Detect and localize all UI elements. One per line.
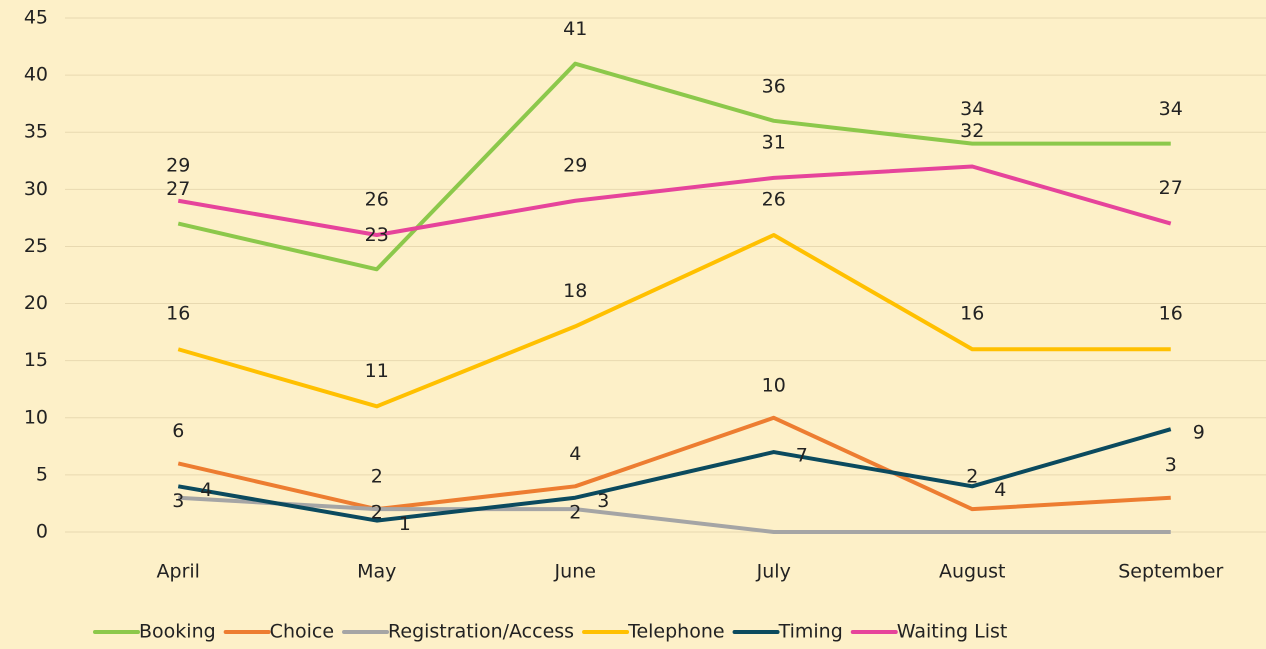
data-label: 29 [166, 154, 190, 176]
data-label: 3 [597, 490, 609, 512]
data-label: 36 [762, 75, 786, 97]
y-tick-label: 35 [24, 121, 48, 143]
x-tick-label: July [756, 561, 791, 583]
series-line [177, 427, 1172, 523]
data-label: 6 [172, 420, 184, 442]
data-label: 34 [1159, 98, 1183, 120]
y-tick-label: 10 [24, 406, 48, 428]
data-label: 23 [365, 224, 389, 246]
y-tick-label: 20 [24, 292, 48, 314]
y-tick-label: 45 [24, 7, 48, 29]
y-tick-label: 30 [24, 178, 48, 200]
legend-label: Waiting List [897, 621, 1008, 643]
data-label: 11 [365, 360, 389, 382]
series-line [178, 495, 1171, 534]
data-label: 9 [1193, 422, 1205, 444]
y-tick-label: 5 [36, 463, 48, 485]
series-line [177, 415, 1171, 512]
data-label: 4 [994, 479, 1006, 501]
data-label: 3 [172, 490, 184, 512]
x-tick-label: September [1118, 561, 1223, 583]
data-label: 2 [569, 502, 581, 524]
y-tick-label: 0 [36, 521, 48, 543]
data-label: 16 [166, 303, 190, 325]
data-label: 26 [365, 189, 389, 211]
data-label: 2 [371, 502, 383, 524]
data-label: 18 [563, 280, 587, 302]
series-line [177, 233, 1171, 409]
data-label: 26 [762, 189, 786, 211]
data-label: 27 [166, 178, 190, 200]
y-tick-label: 40 [24, 64, 48, 86]
legend-label: Booking [139, 621, 216, 643]
data-label: 2 [371, 466, 383, 488]
data-label: 16 [1159, 303, 1183, 325]
data-label: 10 [762, 374, 786, 396]
legend-label: Registration/Access [388, 621, 574, 643]
data-label: 2 [966, 466, 978, 488]
data-label: 16 [960, 303, 984, 325]
x-tick-label: April [157, 561, 200, 583]
legend-label: Timing [778, 621, 843, 643]
x-tick-label: June [554, 561, 596, 583]
data-label: 34 [960, 98, 984, 120]
data-label: 4 [569, 443, 581, 465]
legend-label: Choice [270, 621, 334, 643]
data-label: 27 [1159, 177, 1183, 199]
data-label: 31 [762, 131, 786, 153]
series-line [177, 164, 1172, 238]
legend-label: Telephone [627, 621, 725, 643]
data-label: 41 [563, 18, 587, 40]
x-tick-label: August [939, 561, 1006, 583]
data-label: 7 [796, 445, 808, 467]
series-line [177, 61, 1171, 272]
data-label: 4 [200, 479, 212, 501]
y-tick-label: 15 [24, 349, 48, 371]
data-label: 32 [960, 120, 984, 142]
data-label: 3 [1165, 454, 1177, 476]
data-label: 1 [399, 513, 411, 535]
x-tick-label: May [357, 561, 396, 583]
y-tick-label: 25 [24, 235, 48, 257]
data-label: 29 [563, 154, 587, 176]
